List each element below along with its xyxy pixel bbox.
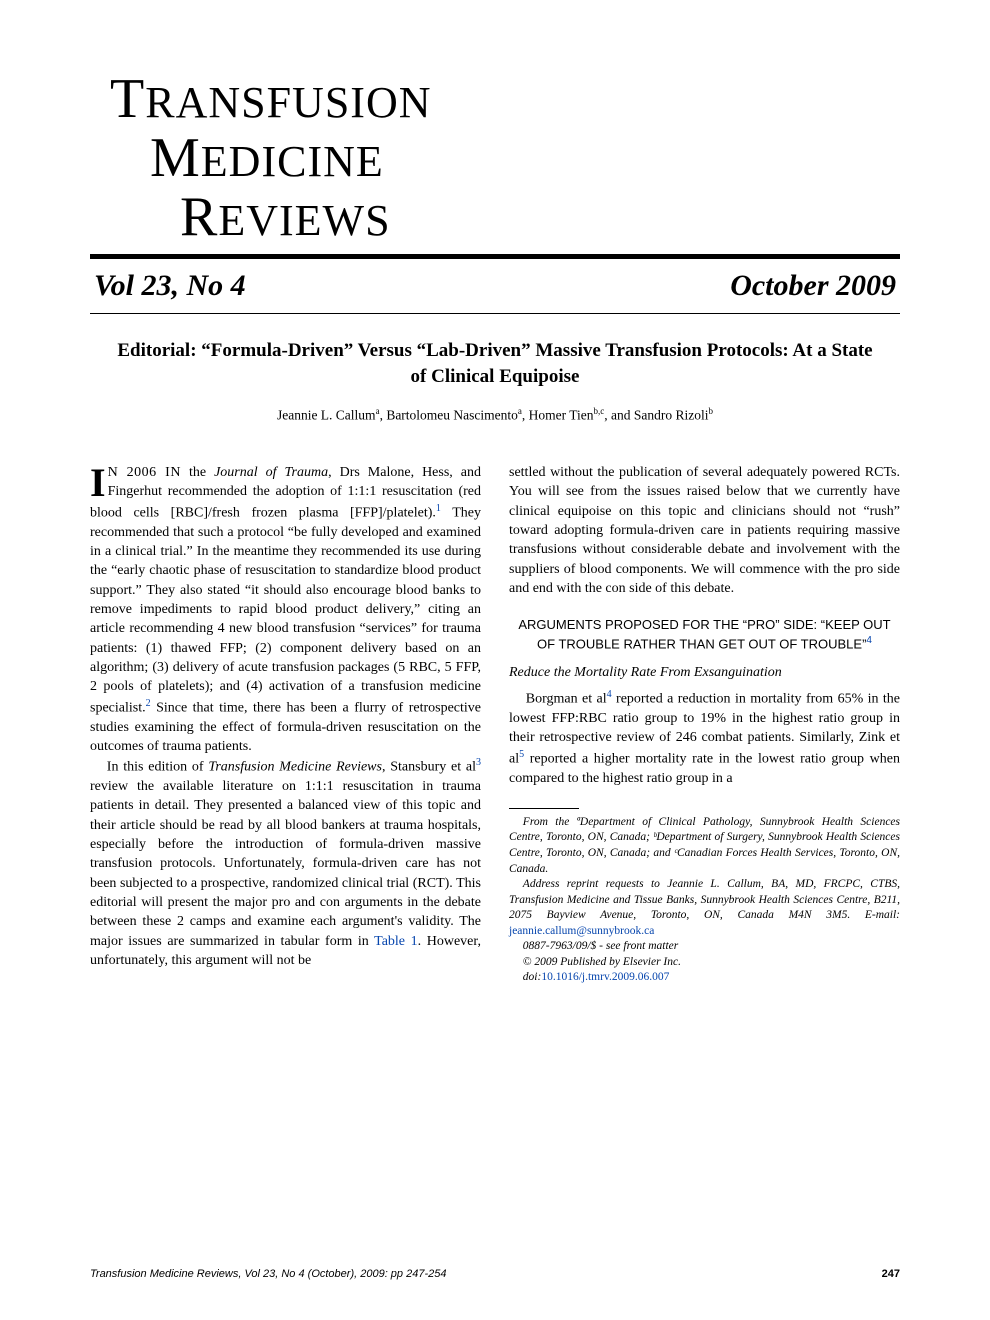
section-heading-text: ARGUMENTS PROPOSED FOR THE “PRO” SIDE: “… — [518, 617, 890, 651]
journal-title-line2-rest: EDICINE — [201, 137, 384, 186]
email-link[interactable]: jeannie.callum@sunnybrook.ca — [509, 925, 654, 937]
article-title: Editorial: “Formula-Driven” Versus “Lab-… — [90, 338, 900, 389]
journal-title-line3-rest: EVIEWS — [218, 196, 390, 245]
paragraph-2: In this edition of Transfusion Medicine … — [90, 756, 481, 970]
rule-thin-bottom — [90, 313, 900, 314]
footer-citation: Transfusion Medicine Reviews, Vol 23, No… — [90, 1268, 446, 1280]
affil-from: From the ªDepartment of Clinical Patholo… — [509, 815, 900, 877]
column-right: settled without the publication of sever… — [509, 463, 900, 985]
affiliations-block: From the ªDepartment of Clinical Patholo… — [509, 815, 900, 986]
p2-d: review the available literature on 1:1:1… — [90, 779, 481, 949]
paragraph-3: settled without the publication of sever… — [509, 463, 900, 598]
paragraph-1: IN 2006 IN the Journal of Trauma, Drs Ma… — [90, 463, 481, 756]
p4-c: reported a higher mortality rate in the … — [509, 751, 900, 785]
p1-after-ref1: They recommended that such a protocol “b… — [90, 505, 481, 715]
citation-link-4h[interactable]: 4 — [866, 635, 872, 646]
citation-link-3[interactable]: 3 — [476, 757, 481, 768]
author-list: Jeannie L. Calluma, Bartolomeu Nasciment… — [90, 406, 900, 424]
volume-issue: Vol 23, No 4 — [94, 269, 246, 303]
affil-copyright: © 2009 Published by Elsevier Inc. — [509, 955, 900, 971]
subsection-heading: Reduce the Mortality Rate From Exsanguin… — [509, 663, 900, 682]
affil-doi: doi:10.1016/j.tmrv.2009.06.007 — [509, 970, 900, 986]
p2-a: In this edition of — [107, 760, 209, 775]
affiliation-rule — [509, 808, 579, 809]
p1-lead: N 2006 IN — [108, 465, 181, 480]
journal-title: TRANSFUSION MEDICINE REVIEWS — [110, 70, 900, 246]
doi-label: doi: — [523, 971, 542, 983]
affil-issn: 0887-7963/09/$ - see front matter — [509, 939, 900, 955]
affil-reprint-text: Address reprint requests to Jeannie L. C… — [509, 878, 900, 921]
section-heading-pro: ARGUMENTS PROPOSED FOR THE “PRO” SIDE: “… — [509, 616, 900, 652]
column-left: IN 2006 IN the Journal of Trauma, Drs Ma… — [90, 463, 481, 985]
table-link-1[interactable]: Table 1 — [374, 934, 418, 949]
p4-a: Borgman et al — [526, 692, 607, 707]
p2-b: Transfusion Medicine Reviews — [208, 760, 382, 775]
dropcap: I — [90, 463, 108, 500]
paragraph-4: Borgman et al4 reported a reduction in m… — [509, 688, 900, 788]
page-number: 247 — [882, 1268, 900, 1280]
page-footer: Transfusion Medicine Reviews, Vol 23, No… — [90, 1268, 900, 1280]
issue-date: October 2009 — [730, 269, 896, 303]
issue-bar: Vol 23, No 4 October 2009 — [90, 259, 900, 313]
affil-reprint: Address reprint requests to Jeannie L. C… — [509, 877, 900, 939]
journal-title-line1-rest: RANSFUSION — [145, 78, 431, 127]
journal-masthead: TRANSFUSION MEDICINE REVIEWS Vol 23, No … — [90, 70, 900, 314]
p2-c: , Stansbury et al — [382, 760, 476, 775]
doi-link[interactable]: 10.1016/j.tmrv.2009.06.007 — [541, 971, 669, 983]
body-columns: IN 2006 IN the Journal of Trauma, Drs Ma… — [90, 463, 900, 985]
